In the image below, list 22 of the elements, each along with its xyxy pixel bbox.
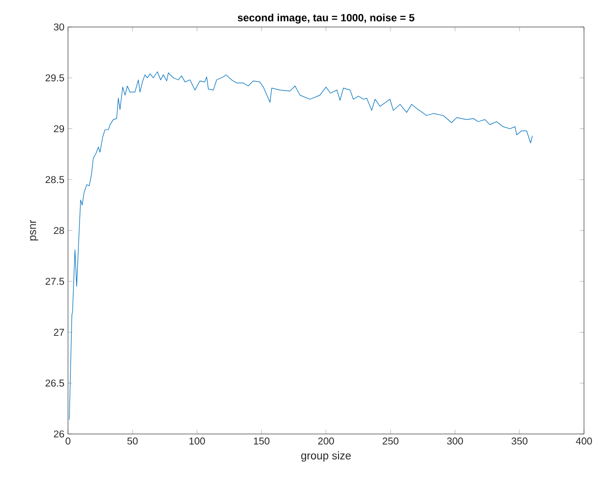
x-tick-label: 250 [382,438,398,445]
y-tick-label: 27 [54,328,64,336]
x-tick-label: 300 [447,438,463,445]
line-series [68,71,533,420]
x-tick-label: 100 [189,438,205,445]
x-tick-label: 150 [254,438,270,445]
y-tick-label: 30 [54,23,64,31]
chart-title: second image, tau = 1000, noise = 5 [238,14,414,24]
x-axis-title: group size [301,451,351,462]
y-tick-label: 26 [54,430,64,438]
y-tick-label: 28 [54,226,64,234]
y-tick-label: 29.5 [46,74,64,82]
x-tick-label: 400 [576,438,592,445]
y-tick-label: 26.5 [46,380,64,387]
y-tick-label: 27.5 [46,278,64,285]
y-tick-label: 29 [54,125,64,132]
y-tick-label: 28.5 [46,176,64,184]
x-tick-label: 350 [512,438,528,445]
x-tick-label: 0 [66,438,70,445]
y-axis-title: psnr [30,220,38,240]
x-tick-label: 50 [127,438,138,445]
x-tick-label: 200 [318,438,334,445]
